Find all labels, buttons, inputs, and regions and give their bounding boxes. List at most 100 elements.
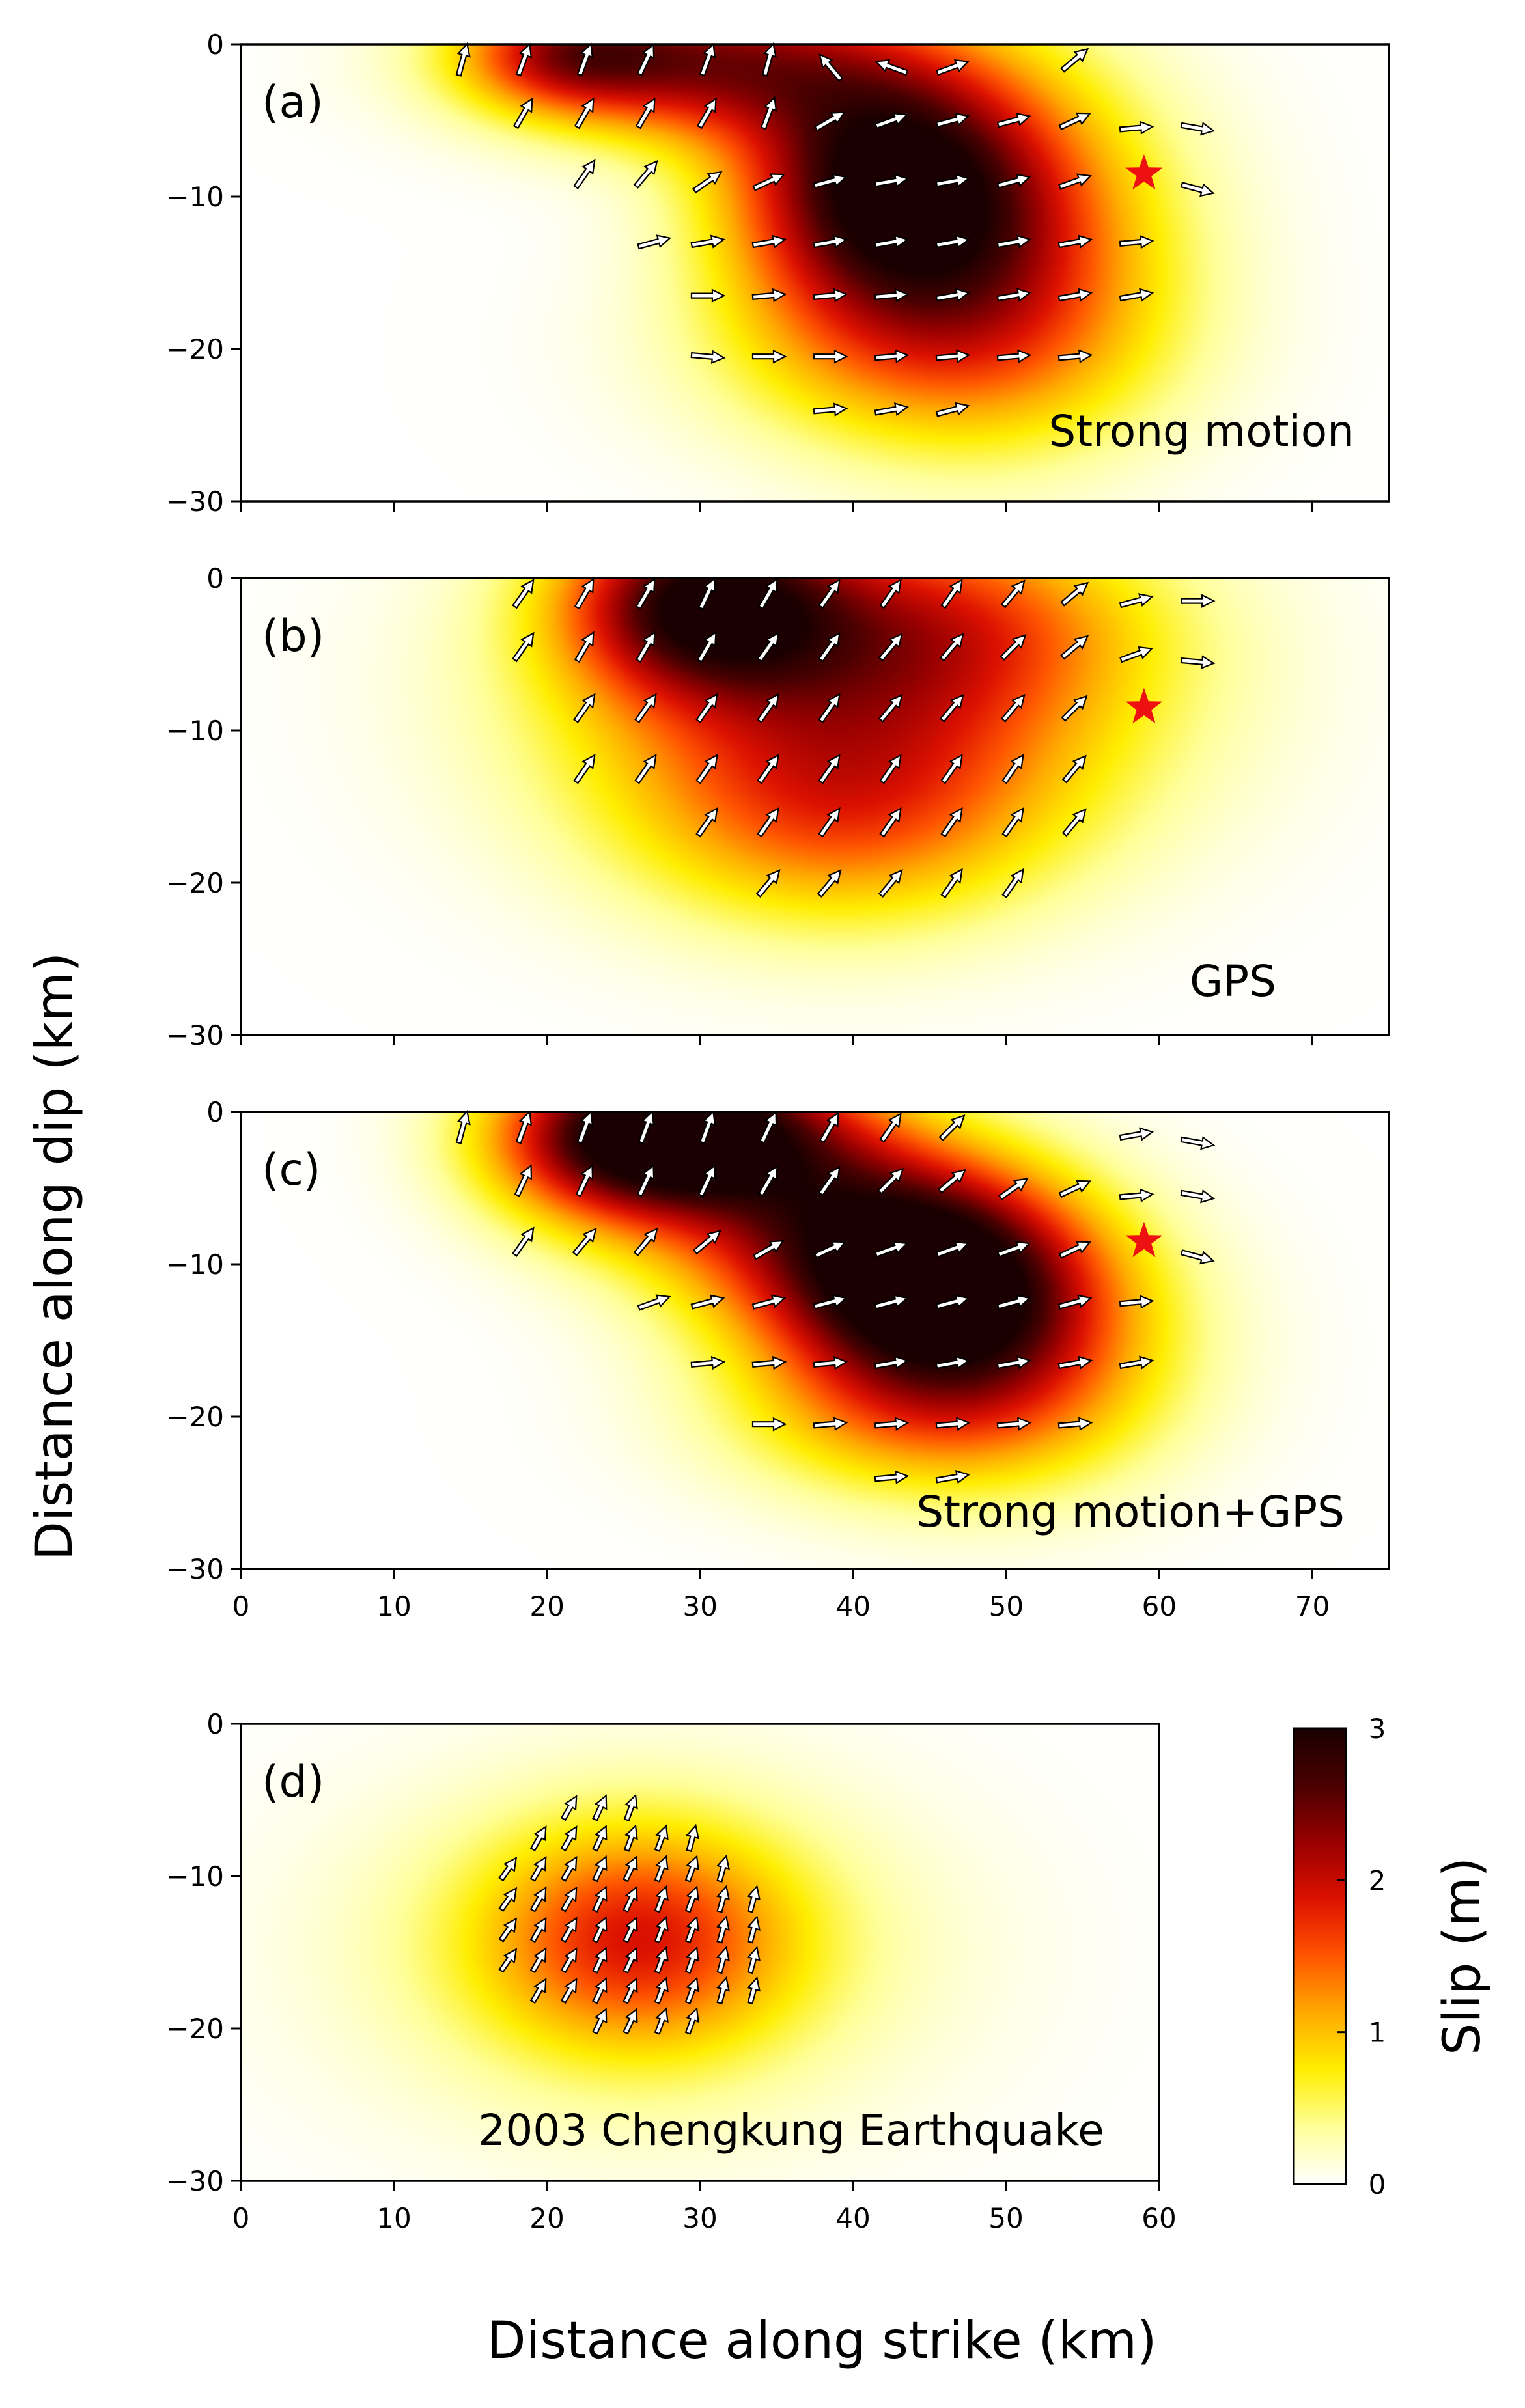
rake-arrow (654, 1885, 669, 1913)
panels-layer: 0 −10 −20 −30 (a) Strong motion 0 −10 −20 −30 (b) G… (166, 29, 1390, 2234)
rake-arrow (697, 577, 716, 610)
rake-arrow (1119, 1127, 1154, 1141)
rake-arrow (654, 1824, 669, 1852)
rake-arrow (693, 1230, 721, 1255)
panel-title: GPS (1190, 956, 1276, 1006)
rake-arrow (813, 402, 848, 417)
rake-arrow (878, 633, 903, 662)
y-axis-title: Distance along dip (km) (25, 952, 84, 1560)
rake-arrow (1001, 807, 1024, 838)
y-tick-label: 0 (206, 562, 224, 594)
rake-vectors (512, 577, 1216, 899)
rake-arrow (529, 1947, 547, 1974)
y-tick-label: −10 (166, 715, 224, 747)
rake-arrow (757, 754, 779, 784)
rake-arrow (813, 234, 848, 249)
y-tick-label: −20 (166, 333, 224, 365)
rake-arrow (757, 693, 779, 723)
rake-arrow (636, 1164, 655, 1197)
rake-arrow (592, 1885, 608, 1913)
rake-arrow (560, 1886, 578, 1913)
rake-arrow (935, 113, 970, 128)
rake-arrow (633, 1227, 658, 1256)
rake-arrow (1057, 288, 1093, 302)
rake-arrow (814, 111, 846, 132)
rake-arrow (817, 868, 842, 898)
rake-arrow (935, 1241, 970, 1258)
x-tick-label: 40 (836, 1590, 871, 1622)
rake-vectors (455, 42, 1216, 417)
x-tick-label: 0 (232, 1590, 250, 1622)
rake-arrow (574, 97, 595, 130)
rake-arrow (818, 578, 841, 609)
rake-arrow (560, 1917, 578, 1943)
rake-arrow (874, 112, 908, 130)
colorbar-label: Slip (m) (1433, 1857, 1492, 2055)
hypocenter-star (1125, 1221, 1163, 1258)
rake-arrow (572, 1227, 597, 1256)
x-tick-label: 10 (376, 2202, 411, 2234)
rake-arrow (935, 59, 970, 76)
rake-arrow (1001, 754, 1024, 784)
panel-title: Strong motion+GPS (916, 1487, 1345, 1537)
panel-frame (240, 577, 1390, 1036)
rake-arrow (878, 693, 903, 723)
rake-arrow (686, 1823, 699, 1853)
colorbar-ticks: 0 1 2 3 (1337, 1713, 1386, 2200)
rake-arrow (935, 1417, 971, 1431)
colorbar: 0 1 2 3 Slip (m) (1293, 1713, 1492, 2200)
panel-letter: (d) (262, 1756, 324, 1808)
colorbar-tick-label: 1 (1369, 2017, 1386, 2049)
rake-arrow (637, 234, 672, 250)
rake-arrow (690, 1294, 725, 1310)
rake-arrow (747, 1946, 761, 1974)
rake-arrow (512, 97, 533, 130)
rake-arrow (1119, 646, 1153, 663)
rake-arrow (684, 1855, 699, 1883)
rake-arrow (684, 1946, 699, 1974)
rake-arrow (813, 349, 848, 364)
rake-arrow (935, 1355, 971, 1370)
rake-arrow (879, 807, 902, 838)
rake-arrow (751, 1417, 787, 1432)
rake-arrow (1180, 1136, 1216, 1150)
rake-arrow (996, 1294, 1031, 1310)
rake-arrow (529, 1855, 547, 1882)
rake-arrow (879, 1112, 902, 1143)
panel-a: 0 −10 −20 −30 (a) Strong motion (166, 29, 1390, 518)
rake-arrow (996, 113, 1031, 128)
rake-arrow (998, 1178, 1029, 1200)
slip-heatmap (241, 1112, 1389, 1569)
rake-arrow (623, 1824, 638, 1852)
rake-arrow (757, 631, 779, 663)
rake-arrow (592, 1794, 608, 1821)
rake-arrow (1000, 579, 1026, 609)
rake-arrow (813, 288, 848, 303)
rake-arrow (874, 1355, 910, 1370)
rake-arrow (1180, 1189, 1216, 1204)
y-tick-label: −30 (166, 2165, 224, 2197)
rake-arrow (874, 234, 910, 249)
rake-arrow (935, 402, 970, 417)
rake-arrow (935, 1469, 971, 1484)
rake-arrow (1060, 635, 1089, 660)
rake-arrow (747, 1885, 761, 1913)
x-tick-label: 20 (529, 1590, 564, 1622)
rake-arrow (560, 1978, 578, 2004)
rake-arrow (813, 173, 848, 189)
rake-arrow (575, 1164, 594, 1197)
rake-arrow (574, 631, 595, 663)
x-tick-label: 40 (835, 2202, 870, 2234)
rake-arrow (747, 1915, 761, 1944)
rake-arrow (529, 1886, 547, 1913)
rake-arrow (935, 1294, 970, 1310)
rake-arrow (1000, 633, 1027, 661)
rake-arrow (1180, 655, 1216, 669)
rake-arrow (1001, 868, 1024, 899)
rake-arrow (654, 1946, 669, 1974)
colorbar-tick-label: 2 (1369, 1864, 1386, 1896)
rake-arrow (1119, 1188, 1154, 1202)
rake-arrow (1057, 234, 1093, 249)
rake-arrow (573, 754, 596, 784)
rake-arrow (874, 288, 910, 303)
